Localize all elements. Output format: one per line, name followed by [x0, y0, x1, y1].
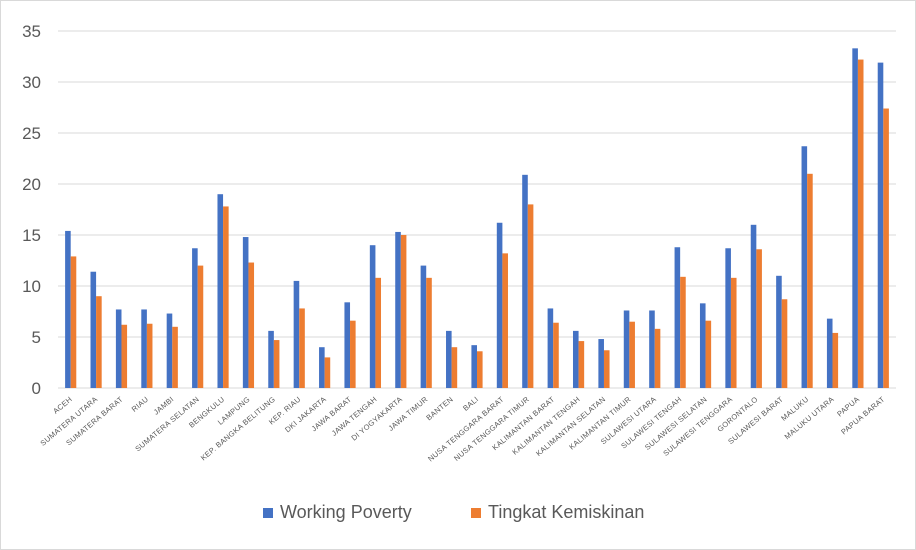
bar-working-poverty	[852, 48, 858, 389]
bar-tingkat-kemiskinan	[654, 328, 661, 388]
x-tick-label: BALI	[461, 395, 480, 413]
y-tick-label: 0	[32, 379, 41, 398]
bar-tingkat-kemiskinan	[96, 296, 102, 388]
legend-swatch-tingkat-kemiskinan	[471, 508, 481, 518]
bar-working-poverty	[471, 345, 477, 388]
bar-working-poverty	[166, 313, 173, 388]
bar-working-poverty	[522, 174, 528, 388]
bar-working-poverty	[801, 146, 808, 388]
bar-tingkat-kemiskinan	[477, 351, 483, 388]
bar-tingkat-kemiskinan	[146, 323, 153, 388]
bar-tingkat-kemiskinan	[350, 320, 356, 388]
bar-tingkat-kemiskinan	[629, 321, 635, 388]
y-tick-label: 15	[22, 226, 41, 245]
bars	[65, 48, 889, 389]
bar-working-poverty	[750, 224, 757, 388]
bar-working-poverty	[319, 347, 325, 388]
y-tick-label: 30	[22, 73, 41, 92]
bar-tingkat-kemiskinan	[578, 341, 585, 388]
bar-working-poverty	[115, 309, 122, 388]
bar-tingkat-kemiskinan	[883, 108, 889, 389]
bar-tingkat-kemiskinan	[324, 357, 331, 388]
bar-tingkat-kemiskinan	[832, 332, 839, 388]
bar-tingkat-kemiskinan	[70, 256, 77, 388]
legend-label-working-poverty: Working Poverty	[280, 502, 412, 522]
bar-working-poverty	[242, 237, 249, 388]
bar-tingkat-kemiskinan	[781, 299, 788, 388]
bar-tingkat-kemiskinan	[223, 206, 229, 388]
bar-working-poverty	[826, 318, 833, 388]
bar-working-poverty	[598, 339, 604, 388]
bar-tingkat-kemiskinan	[705, 320, 712, 388]
bar-working-poverty	[649, 310, 655, 388]
bar-tingkat-kemiskinan	[730, 277, 737, 388]
bar-tingkat-kemiskinan	[807, 173, 813, 388]
bar-working-poverty	[446, 330, 452, 388]
bar-tingkat-kemiskinan	[426, 277, 432, 388]
y-tick-label: 35	[22, 22, 41, 41]
x-tick-label: RIAU	[130, 395, 150, 414]
bar-working-poverty	[496, 222, 503, 388]
legend-swatch-working-poverty	[263, 508, 273, 518]
x-tick-label: BANTEN	[424, 395, 454, 423]
bar-working-poverty	[725, 248, 731, 388]
bar-working-poverty	[217, 194, 224, 388]
bar-working-poverty	[268, 330, 274, 388]
bar-tingkat-kemiskinan	[400, 235, 407, 388]
y-tick-label: 5	[32, 328, 41, 347]
bar-working-poverty	[623, 310, 630, 388]
bar-working-poverty	[776, 275, 782, 388]
bar-working-poverty	[293, 280, 300, 388]
bar-tingkat-kemiskinan	[197, 265, 204, 388]
bar-working-poverty	[547, 308, 554, 388]
x-tick-label: PAPUA BARAT	[839, 395, 886, 437]
bar-tingkat-kemiskinan	[680, 276, 686, 388]
bar-working-poverty	[674, 247, 681, 388]
bar-tingkat-kemiskinan	[451, 347, 458, 388]
bar-tingkat-kemiskinan	[121, 324, 128, 388]
y-tick-label: 20	[22, 175, 41, 194]
bar-working-poverty	[192, 248, 198, 388]
bar-working-poverty	[572, 330, 579, 388]
bar-working-poverty	[877, 62, 884, 389]
bar-working-poverty	[90, 271, 97, 388]
y-tick-label: 10	[22, 277, 41, 296]
bar-tingkat-kemiskinan	[502, 253, 508, 388]
legend: Working Poverty Tingkat Kemiskinan	[263, 502, 644, 522]
bar-tingkat-kemiskinan	[603, 350, 610, 388]
bar-working-poverty	[369, 245, 376, 388]
bar-working-poverty	[395, 231, 401, 388]
bar-working-poverty	[65, 230, 71, 388]
bar-tingkat-kemiskinan	[527, 204, 534, 388]
y-axis-tick-labels: 0 5 10 15 20 25 30 35	[22, 22, 41, 398]
bar-working-poverty	[141, 309, 147, 388]
y-tick-label: 25	[22, 124, 41, 143]
bar-working-poverty	[699, 303, 706, 388]
bar-tingkat-kemiskinan	[553, 322, 559, 388]
bar-tingkat-kemiskinan	[172, 326, 178, 388]
bar-tingkat-kemiskinan	[857, 59, 864, 389]
gridlines	[58, 30, 896, 389]
bar-tingkat-kemiskinan	[375, 277, 382, 388]
bar-tingkat-kemiskinan	[248, 262, 255, 388]
x-tick-label: ACEH	[51, 395, 74, 416]
bar-working-poverty	[344, 302, 351, 388]
bar-tingkat-kemiskinan	[299, 308, 305, 388]
bar-tingkat-kemiskinan	[756, 249, 762, 388]
bar-working-poverty	[420, 265, 427, 388]
bar-tingkat-kemiskinan	[273, 340, 280, 388]
legend-label-tingkat-kemiskinan: Tingkat Kemiskinan	[488, 502, 644, 522]
